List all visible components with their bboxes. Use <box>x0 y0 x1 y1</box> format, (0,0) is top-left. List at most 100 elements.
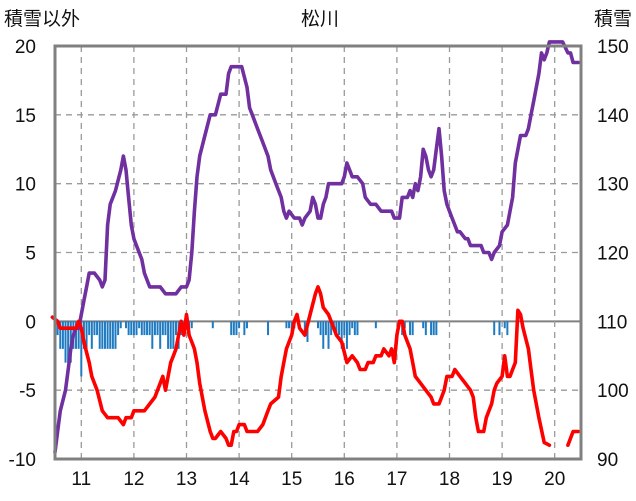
blue-bar <box>106 321 109 349</box>
right-axis-ticks: 90 100 110 120 130 140 150 <box>597 37 629 471</box>
chart-title: 松川 <box>301 8 339 30</box>
blue-bar <box>243 321 246 336</box>
blue-bar <box>319 321 322 336</box>
blue-bar <box>151 321 154 349</box>
blue-bar <box>135 321 138 336</box>
blue-bar <box>411 321 414 336</box>
blue-bar <box>351 321 354 329</box>
blue-bar <box>503 321 506 329</box>
blue-bar <box>506 321 509 336</box>
left-axis-ticks: -10 -5 0 5 10 15 20 <box>9 37 36 471</box>
blue-bar <box>238 321 241 329</box>
blue-bar <box>75 321 78 349</box>
blue-bar <box>409 321 412 336</box>
right-tick-label: 130 <box>597 175 629 196</box>
right-tick-label: 140 <box>597 106 629 127</box>
blue-bar <box>117 321 120 336</box>
right-axis-label: 積雪 <box>594 8 632 30</box>
left-tick-label: 5 <box>25 244 36 265</box>
x-tick-label: 18 <box>439 469 460 490</box>
x-axis-ticks: 11 12 13 14 15 16 17 18 19 20 <box>71 469 565 490</box>
blue-bar <box>109 321 112 349</box>
blue-bar <box>56 321 59 336</box>
blue-bar <box>101 321 104 349</box>
left-axis-label: 積雪以外 <box>4 8 80 30</box>
blue-bar <box>93 321 96 336</box>
blue-bar <box>345 321 348 349</box>
blue-bar <box>403 321 406 329</box>
purple-line <box>53 40 581 454</box>
blue-bar <box>111 321 114 349</box>
blue-bar <box>245 321 248 329</box>
x-tick-label: 20 <box>544 469 565 490</box>
left-tick-label: 0 <box>25 312 36 333</box>
blue-bar <box>167 321 170 349</box>
x-tick-label: 14 <box>229 469 251 490</box>
x-tick-label: 12 <box>123 469 144 490</box>
blue-bar <box>317 321 319 329</box>
blue-bar <box>340 321 343 349</box>
blue-bar <box>90 321 93 349</box>
blue-bar <box>348 321 351 336</box>
blue-bar <box>156 321 159 336</box>
right-tick-label: 120 <box>597 244 629 265</box>
blue-bar <box>140 321 143 336</box>
blue-bar <box>164 321 167 336</box>
blue-bar <box>422 321 425 329</box>
blue-bar <box>288 321 291 329</box>
right-tick-label: 110 <box>597 312 627 333</box>
blue-bar <box>211 321 214 329</box>
blue-bar <box>324 321 327 336</box>
blue-bar <box>159 321 162 349</box>
blue-bar <box>59 321 62 349</box>
blue-bar <box>430 321 433 336</box>
blue-bar <box>327 321 330 349</box>
blue-bar <box>64 321 67 363</box>
blue-bar <box>103 321 106 349</box>
blue-bar <box>335 321 338 336</box>
x-tick-label: 17 <box>386 469 407 490</box>
blue-bar <box>338 321 341 336</box>
blue-bar <box>493 321 496 336</box>
blue-bar <box>267 321 270 336</box>
blue-bar <box>148 321 151 336</box>
left-tick-label: 15 <box>15 106 36 127</box>
blue-bar <box>96 321 99 336</box>
blue-bar <box>424 321 427 336</box>
blue-bar <box>61 321 64 349</box>
blue-bar <box>435 321 438 336</box>
blue-bar <box>322 321 325 349</box>
red-line <box>566 429 581 447</box>
red-line <box>50 285 552 447</box>
left-tick-label: 10 <box>15 175 36 196</box>
blue-bar <box>169 321 172 349</box>
left-tick-label: -5 <box>19 381 36 402</box>
blue-bar <box>190 321 193 329</box>
blue-bar <box>119 321 122 329</box>
grid-lines <box>55 46 581 459</box>
plot-frame <box>53 44 583 461</box>
blue-bar <box>132 321 135 336</box>
blue-bar <box>343 321 346 336</box>
blue-bar <box>356 321 359 336</box>
x-tick-label: 16 <box>334 469 355 490</box>
blue-bar <box>98 321 101 349</box>
blue-bar <box>161 321 164 336</box>
right-tick-label: 150 <box>597 37 629 58</box>
blue-bar <box>230 321 233 336</box>
blue-bar <box>143 321 146 336</box>
blue-bar <box>146 321 149 336</box>
blue-bar <box>353 321 356 336</box>
x-tick-label: 19 <box>492 469 513 490</box>
blue-bar <box>85 321 88 349</box>
right-tick-label: 100 <box>597 381 629 402</box>
blue-bar <box>172 321 175 349</box>
blue-bar <box>330 321 333 336</box>
blue-bar <box>114 321 117 349</box>
blue-bar <box>235 321 238 336</box>
x-tick-label: 13 <box>176 469 197 490</box>
blue-bar <box>285 321 288 329</box>
blue-bar <box>138 321 141 329</box>
blue-bar <box>130 321 133 336</box>
